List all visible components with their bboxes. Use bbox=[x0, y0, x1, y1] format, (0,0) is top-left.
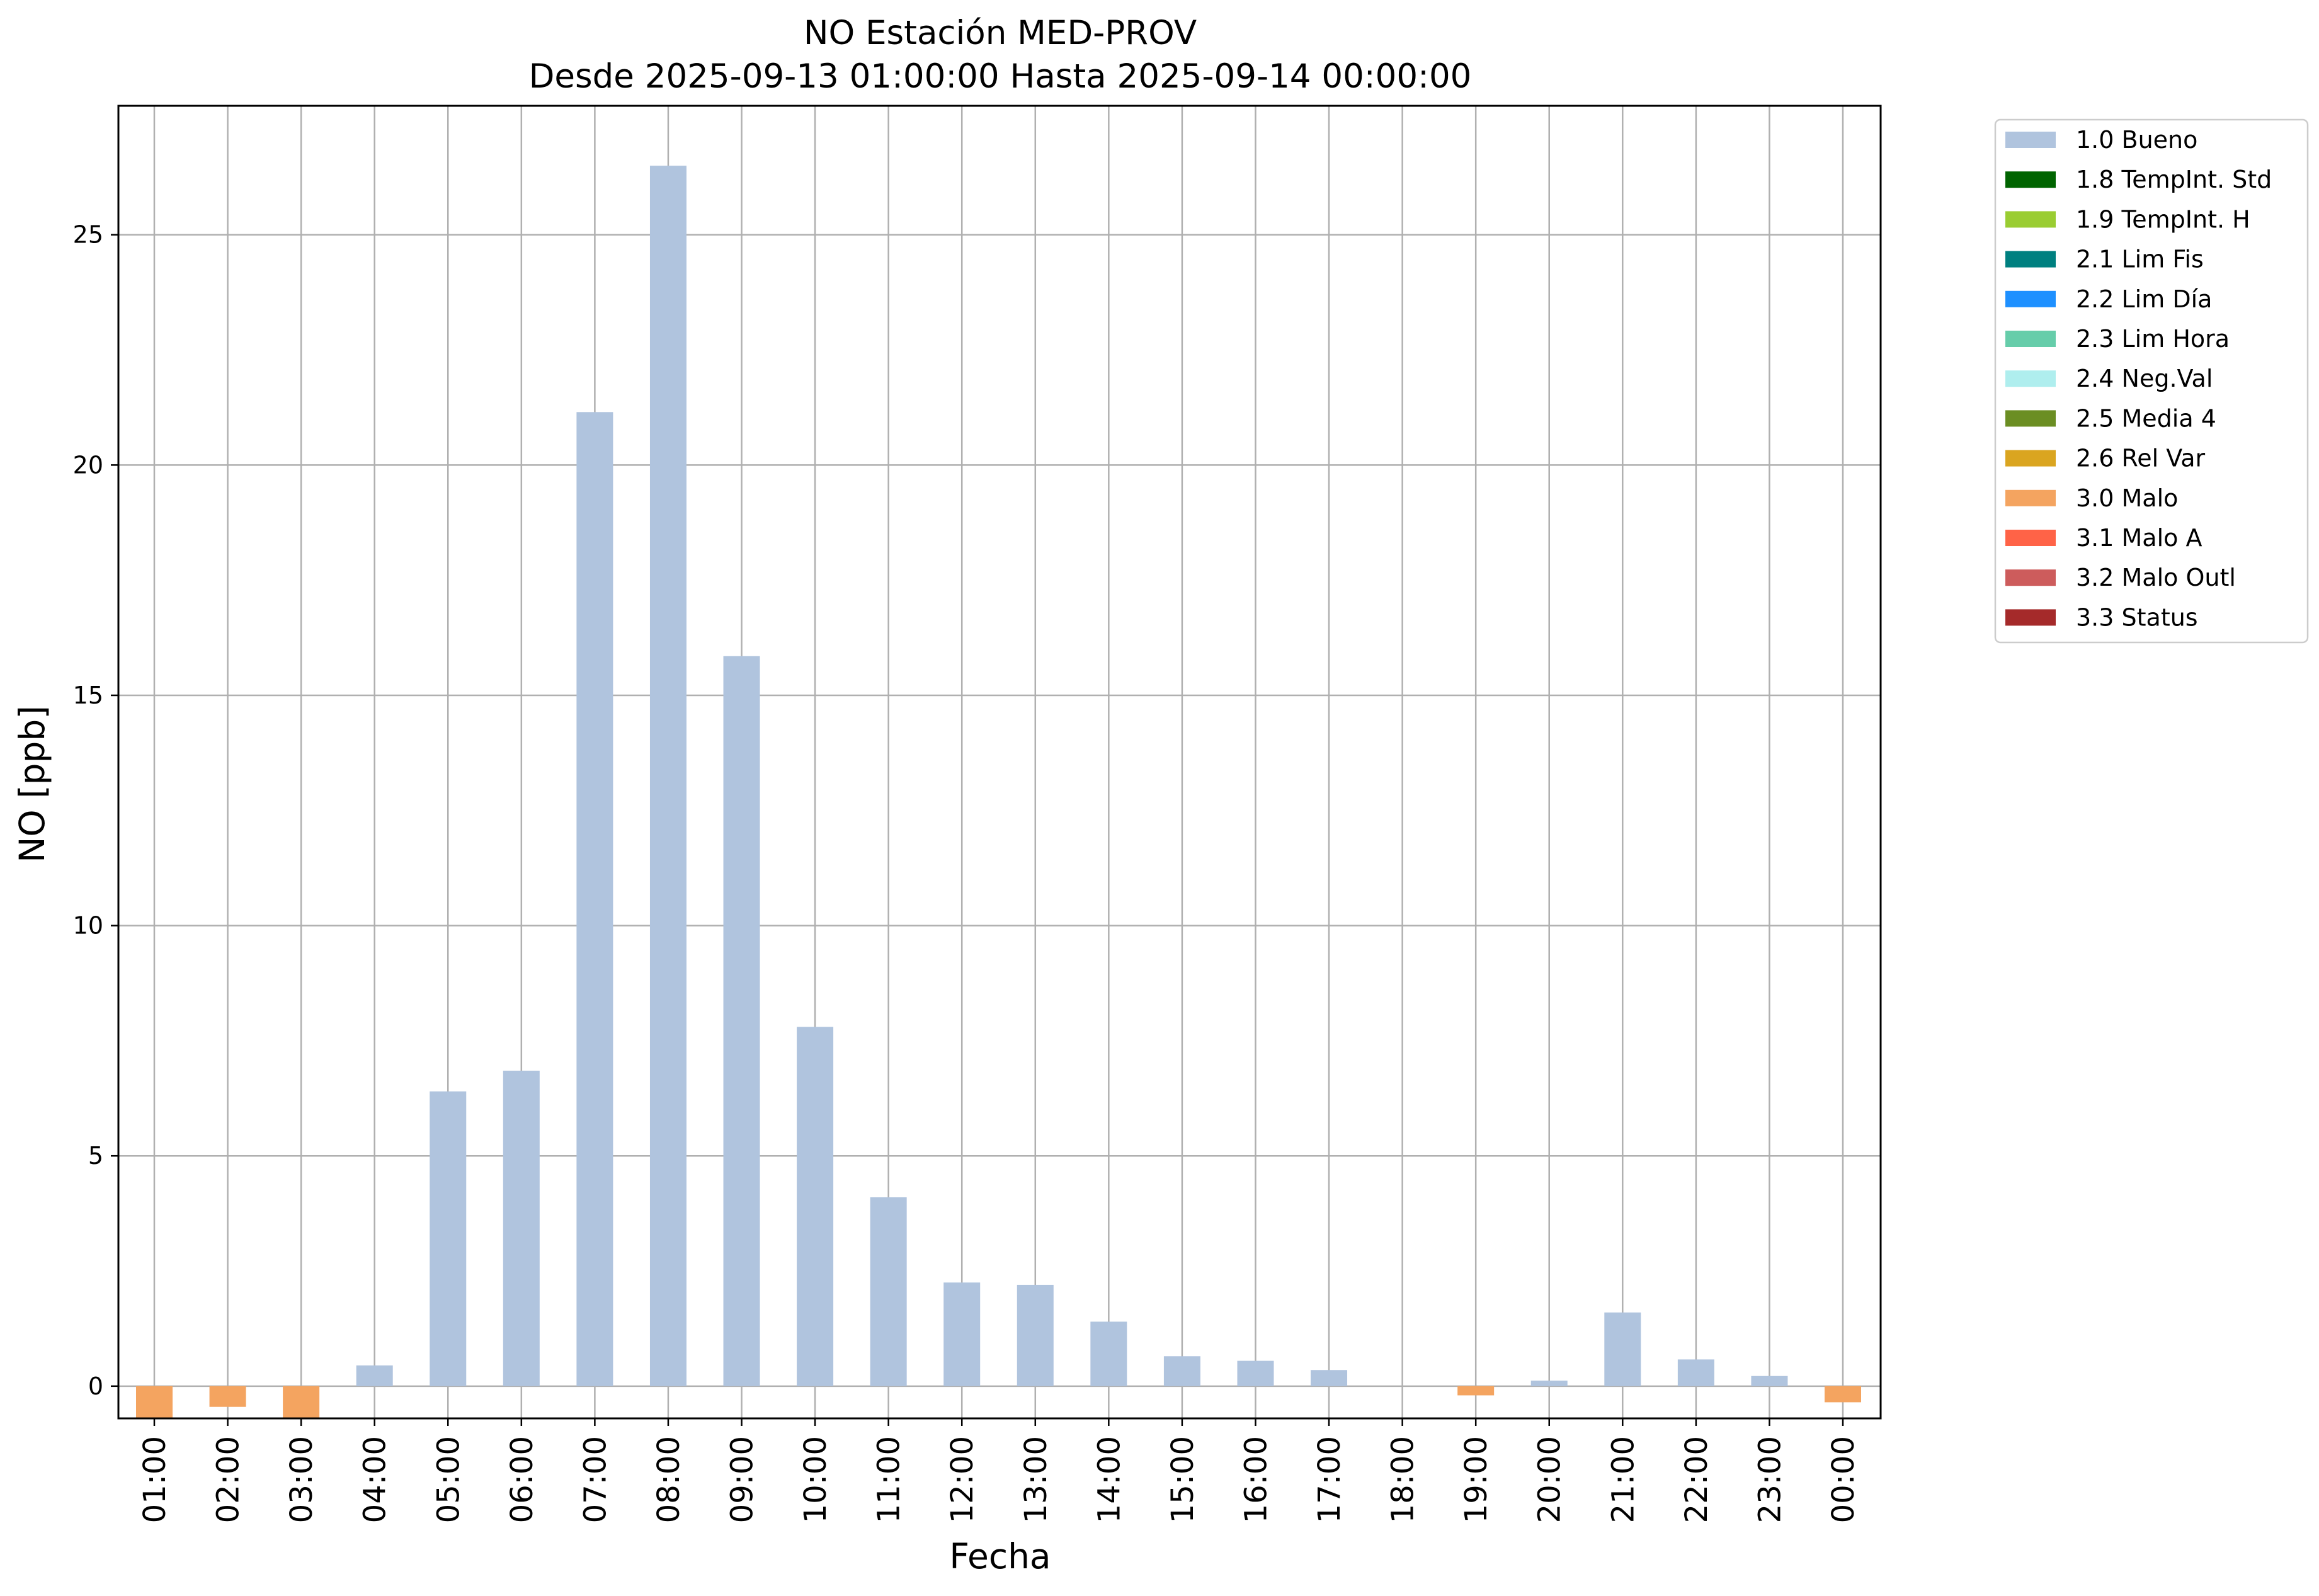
bar-1600 bbox=[1237, 1360, 1274, 1386]
y-axis-label: NO [ppb] bbox=[12, 705, 52, 863]
bar-0500 bbox=[430, 1091, 467, 1386]
legend-frame bbox=[1994, 118, 2309, 644]
legend-label: 2.5 Media 4 bbox=[2076, 404, 2216, 432]
x-tick-label: 10:00 bbox=[798, 1436, 833, 1523]
x-tick-label: 19:00 bbox=[1459, 1436, 1494, 1523]
y-tick-label: 0 bbox=[88, 1372, 103, 1400]
legend-label: 3.0 Malo bbox=[2076, 484, 2178, 512]
bar-1700 bbox=[1311, 1370, 1348, 1386]
bar-0800 bbox=[649, 166, 687, 1386]
legend-label: 2.2 Lim Día bbox=[2076, 285, 2212, 313]
y-tick-label: 10 bbox=[73, 912, 103, 940]
legend-swatch bbox=[2005, 331, 2056, 347]
bar-2100 bbox=[1604, 1312, 1641, 1386]
x-tick-label: 20:00 bbox=[1532, 1436, 1568, 1523]
bar-0100 bbox=[136, 1386, 173, 1418]
bar-1300 bbox=[1017, 1284, 1054, 1386]
x-tick-label: 23:00 bbox=[1752, 1436, 1787, 1523]
legend-swatch bbox=[2005, 410, 2056, 427]
x-tick-label: 01:00 bbox=[137, 1436, 173, 1523]
bar-1100 bbox=[870, 1197, 907, 1386]
x-tick-label: 16:00 bbox=[1238, 1436, 1273, 1523]
legend-label: 1.8 TempInt. Std bbox=[2076, 166, 2272, 193]
x-tick-label: 15:00 bbox=[1165, 1436, 1200, 1523]
legend-swatch bbox=[2005, 569, 2056, 586]
x-tick-label: 13:00 bbox=[1018, 1436, 1054, 1523]
x-tick-label: 18:00 bbox=[1386, 1436, 1421, 1523]
legend-label: 1.9 TempInt. H bbox=[2076, 205, 2250, 233]
y-tick-label: 20 bbox=[73, 451, 103, 479]
legend-swatch bbox=[2005, 450, 2056, 467]
x-tick-label: 09:00 bbox=[725, 1436, 760, 1523]
x-tick-label: 02:00 bbox=[211, 1436, 246, 1523]
legend-label: 3.1 Malo A bbox=[2076, 524, 2202, 552]
bar-1500 bbox=[1163, 1356, 1200, 1386]
x-tick-label: 11:00 bbox=[872, 1436, 907, 1523]
bar-0900 bbox=[723, 656, 760, 1386]
legend-label: 2.4 Neg.Val bbox=[2076, 365, 2213, 392]
chart-subtitle: Desde 2025-09-13 01:00:00 Hasta 2025-09-… bbox=[529, 57, 1472, 96]
legend-label: 2.6 Rel Var bbox=[2076, 445, 2206, 472]
bar-1400 bbox=[1090, 1321, 1127, 1386]
bar-2000 bbox=[1530, 1381, 1568, 1386]
plot-area-frame bbox=[117, 105, 1882, 1420]
x-tick-label: 17:00 bbox=[1312, 1436, 1347, 1523]
bar-0600 bbox=[503, 1070, 540, 1386]
legend-swatch bbox=[2005, 609, 2056, 626]
bar-1000 bbox=[797, 1027, 834, 1386]
chart-title: NO Estación MED-PROV bbox=[804, 14, 1197, 52]
legend-label: 2.1 Lim Fis bbox=[2076, 246, 2204, 273]
legend-swatch bbox=[2005, 530, 2056, 546]
legend-label: 1.0 Bueno bbox=[2076, 126, 2197, 154]
x-tick-label: 14:00 bbox=[1091, 1436, 1127, 1523]
legend-swatch bbox=[2005, 251, 2056, 268]
y-tick-label: 15 bbox=[73, 681, 103, 709]
x-tick-label: 03:00 bbox=[284, 1436, 319, 1523]
x-tick-label: 08:00 bbox=[651, 1436, 687, 1523]
legend-swatch bbox=[2005, 171, 2056, 188]
grid-lines bbox=[118, 106, 1881, 1418]
x-tick-label: 04:00 bbox=[358, 1436, 393, 1523]
bar-0300 bbox=[283, 1386, 320, 1418]
legend-label: 3.3 Status bbox=[2076, 603, 2198, 631]
x-axis-ticks: 01:00 02:00 03:00 04:00 05:00 06:00 07:00 08:00… bbox=[137, 1418, 1861, 1523]
x-axis-label: Fecha bbox=[949, 1536, 1051, 1576]
x-tick-label: 12:00 bbox=[945, 1436, 980, 1523]
bar-0200 bbox=[209, 1386, 246, 1407]
y-axis-ticks: 0 5 10 15 20 25 bbox=[73, 221, 118, 1400]
bar-0000 bbox=[1825, 1386, 1861, 1403]
bar-1900 bbox=[1457, 1386, 1495, 1396]
bar-0400 bbox=[356, 1365, 393, 1386]
bars bbox=[136, 166, 1861, 1418]
legend-swatch bbox=[2005, 489, 2056, 506]
x-tick-label: 00:00 bbox=[1826, 1436, 1861, 1523]
x-tick-label: 22:00 bbox=[1679, 1436, 1714, 1523]
legend-swatch bbox=[2005, 211, 2056, 228]
x-tick-label: 05:00 bbox=[431, 1436, 466, 1523]
y-tick-label: 5 bbox=[88, 1142, 103, 1170]
bar-2300 bbox=[1751, 1376, 1788, 1386]
legend-swatch bbox=[2005, 132, 2056, 148]
x-tick-label: 07:00 bbox=[578, 1436, 613, 1523]
x-tick-label: 06:00 bbox=[504, 1436, 540, 1523]
legend-label: 2.3 Lim Hora bbox=[2076, 325, 2230, 353]
legend-swatch bbox=[2005, 290, 2056, 307]
bar-2200 bbox=[1677, 1359, 1714, 1386]
bar-0700 bbox=[576, 412, 613, 1386]
legend-swatch bbox=[2005, 370, 2056, 387]
bar-1200 bbox=[943, 1282, 981, 1386]
x-tick-label: 21:00 bbox=[1605, 1436, 1641, 1523]
y-tick-label: 25 bbox=[73, 221, 103, 249]
legend-label: 3.2 Malo Outl bbox=[2076, 564, 2236, 591]
legend: 1.0 Bueno 1.8 TempInt. Std 1.9 TempInt. H 2… bbox=[1994, 118, 2309, 644]
